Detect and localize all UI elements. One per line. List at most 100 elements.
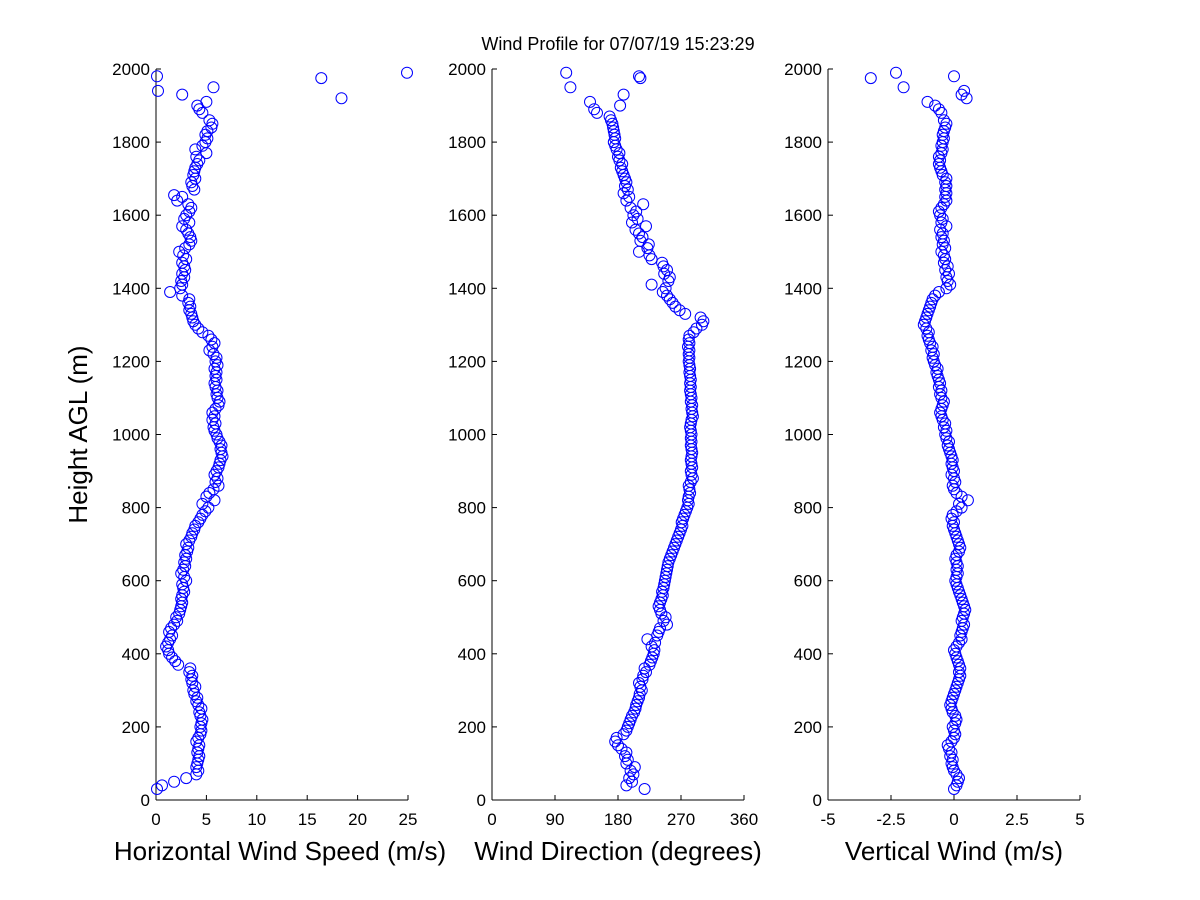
data-point xyxy=(213,457,226,470)
data-point xyxy=(203,114,216,127)
data-point xyxy=(948,70,960,83)
data-point xyxy=(190,695,203,708)
data-point xyxy=(939,417,952,430)
data-point xyxy=(196,106,209,119)
data-point xyxy=(172,658,185,671)
data-point xyxy=(180,209,193,222)
y-tick-label: 600 xyxy=(122,572,150,591)
data-point xyxy=(932,103,945,116)
data-point xyxy=(953,636,965,649)
data-point xyxy=(610,731,623,744)
data-point xyxy=(621,183,634,196)
x-tick-label: -5 xyxy=(820,810,835,829)
data-point xyxy=(638,783,651,795)
data-point xyxy=(643,249,656,262)
data-point xyxy=(935,384,948,397)
data-point xyxy=(673,304,686,317)
data-point xyxy=(176,289,189,302)
data-point xyxy=(189,680,202,693)
data-point xyxy=(949,709,962,722)
data-point xyxy=(648,644,661,657)
y-tick-label: 1600 xyxy=(112,206,150,225)
data-point xyxy=(180,538,193,551)
x-tick-label: 180 xyxy=(604,810,632,829)
data-point xyxy=(935,106,948,119)
data-point xyxy=(921,95,934,108)
data-point xyxy=(180,772,193,785)
data-point xyxy=(199,505,212,518)
data-point xyxy=(195,702,208,715)
data-point xyxy=(168,189,181,202)
data-point xyxy=(168,618,181,631)
data-point xyxy=(935,201,948,214)
data-point xyxy=(607,121,620,134)
data-point xyxy=(170,611,183,624)
data-point xyxy=(637,669,650,682)
data-point xyxy=(663,293,676,306)
x-axis-label: Horizontal Wind Speed (m/s) xyxy=(114,836,446,866)
data-point xyxy=(656,256,669,269)
data-point xyxy=(176,278,189,291)
data-point xyxy=(661,560,674,573)
y-axis-label: Height AGL (m) xyxy=(63,345,93,523)
data-point xyxy=(175,593,188,605)
data-point xyxy=(943,435,955,448)
data-point xyxy=(176,256,189,269)
data-point xyxy=(633,227,645,240)
data-point xyxy=(189,143,202,156)
data-point xyxy=(216,450,229,463)
data-point xyxy=(192,742,205,755)
data-point xyxy=(661,563,673,576)
data-point xyxy=(626,709,638,722)
data-point xyxy=(941,739,954,752)
data-point xyxy=(948,644,960,657)
data-point xyxy=(940,424,953,437)
data-point xyxy=(175,275,188,287)
data-point xyxy=(683,329,696,342)
data-point xyxy=(194,720,207,733)
data-point xyxy=(177,582,190,594)
data-point xyxy=(209,417,222,430)
data-point xyxy=(206,406,219,419)
wind-direction-panel: 0 200 400 600 800 1000 1200 1400 1600 1800 2000 0 90… xyxy=(448,60,762,866)
data-point xyxy=(937,249,950,262)
data-point xyxy=(200,490,213,503)
data-point xyxy=(584,95,596,108)
data-point xyxy=(649,636,662,649)
data-point xyxy=(659,282,672,295)
data-point xyxy=(176,267,189,280)
data-point xyxy=(564,81,577,94)
data-point xyxy=(633,70,645,83)
data-point xyxy=(932,286,945,298)
data-point xyxy=(151,70,163,83)
data-point xyxy=(171,614,184,627)
data-point xyxy=(633,677,645,689)
data-point xyxy=(191,746,204,759)
data-point xyxy=(940,117,953,130)
data-point xyxy=(616,158,629,170)
figure-title: Wind Profile for 07/07/19 15:23:29 xyxy=(481,34,754,54)
y-tick-label: 0 xyxy=(141,791,150,810)
data-point xyxy=(950,549,963,562)
data-point xyxy=(950,768,963,781)
data-point xyxy=(560,66,573,79)
data-point xyxy=(207,81,220,94)
y-tick-label: 800 xyxy=(122,499,150,518)
x-tick-label: 0 xyxy=(487,810,496,829)
data-point xyxy=(176,88,189,101)
data-point xyxy=(955,88,968,101)
data-point xyxy=(188,165,201,178)
data-point xyxy=(617,187,630,200)
data-point xyxy=(937,198,950,211)
y-tick-label: 1000 xyxy=(448,426,486,445)
x-tick-label: 270 xyxy=(667,810,695,829)
x-tick-label: 15 xyxy=(298,810,317,829)
x-tick-label: 90 xyxy=(546,810,565,829)
data-point xyxy=(202,329,215,342)
x-tick-label: 25 xyxy=(399,810,418,829)
y-tick-label: 800 xyxy=(458,499,486,518)
data-point xyxy=(200,95,213,108)
data-point xyxy=(184,662,197,675)
data-point xyxy=(946,753,959,766)
